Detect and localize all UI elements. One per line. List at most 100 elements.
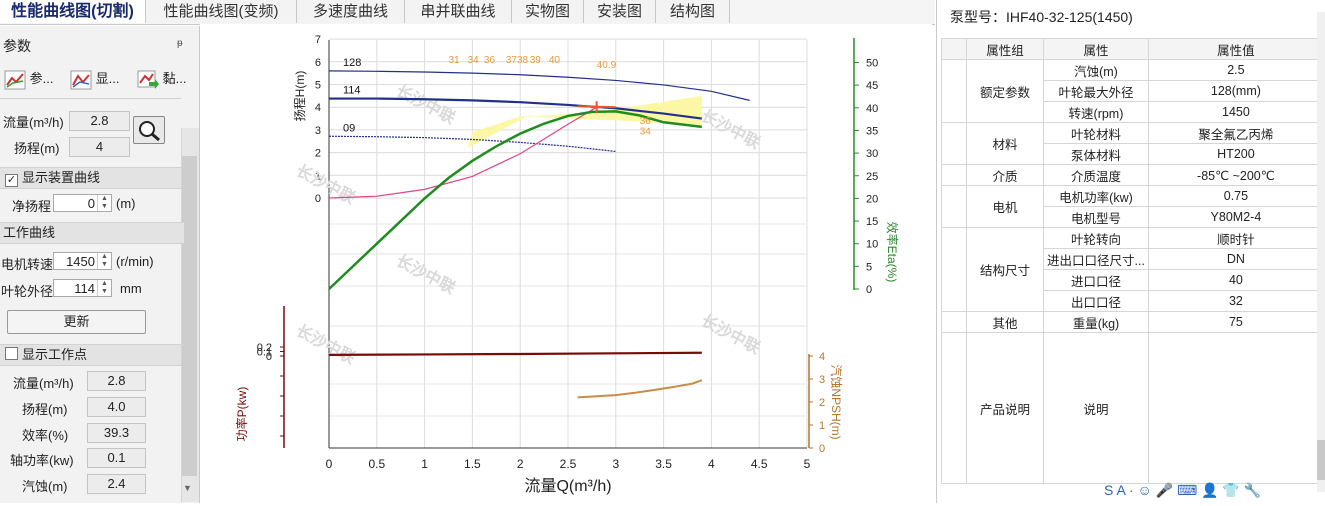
efficiency-label: 34 — [468, 55, 480, 66]
spin-arrows-icon[interactable]: ▲ ▼ — [97, 280, 111, 296]
x-axis-label: 流量Q(m³/h) — [524, 477, 611, 495]
work-point-section[interactable]: 显示工作点 — [0, 344, 181, 366]
value-cell: 聚全氟乙丙烯 — [1147, 122, 1324, 144]
chart-paste-icon — [137, 70, 159, 89]
eff-tick-label: 45 — [866, 80, 878, 92]
static-head-input[interactable]: 0 ▲ ▼ — [53, 194, 112, 212]
property-table: 属性组 属性 属性值 额定参数 汽蚀(m) 2.5 叶轮最大外径 128(mm) 转速(rpm)… — [941, 38, 1324, 484]
work-point-label: 显示工作点 — [22, 347, 88, 362]
watermark-text: 长沙中联 — [393, 81, 458, 128]
npsh-tick-label: 2 — [819, 397, 825, 409]
table-row[interactable]: 进出口口径尺寸... DN — [942, 248, 1324, 270]
wp-npsh-value: 2.4 — [87, 474, 146, 494]
value-cell: 75 — [1147, 311, 1324, 333]
tab-structure[interactable]: 结构图 — [656, 0, 730, 23]
row-blank — [941, 311, 967, 333]
prop-cell: 重量(kg) — [1043, 311, 1149, 333]
table-row[interactable]: 介质 介质温度 -85℃ ~200℃ — [941, 164, 1324, 186]
divider — [0, 98, 181, 99]
x-tick-label: 0.5 — [368, 457, 385, 471]
eff-tick-label: 20 — [866, 193, 878, 205]
table-row[interactable]: 电机 电机功率(kw) 0.75 — [941, 185, 1324, 228]
efficiency-label: 3738 — [506, 55, 529, 66]
head-curve-label: 114 — [343, 85, 361, 97]
right-scrollbar-thumb[interactable] — [1317, 440, 1325, 480]
scroll-down-icon[interactable]: ▼ — [183, 483, 192, 493]
efficiency-label: 36 — [484, 55, 496, 66]
header-group: 属性组 — [966, 38, 1044, 60]
pump-type-title: 泵型号：IHF40-32-125(1450) — [950, 9, 1133, 25]
prop-cell: 转速(rpm) — [1043, 101, 1149, 123]
value-cell — [1147, 332, 1324, 484]
tab-curve-cut[interactable]: 性能曲线图(切割) — [0, 0, 146, 23]
table-row[interactable]: 结构尺寸 叶轮转向 顺时针 — [941, 227, 1324, 312]
property-panel: 泵型号：IHF40-32-125(1450) 属性组 属性 属性值 额定参数 汽蚀(m)… — [936, 0, 1325, 503]
tool-param-button[interactable]: 参... — [4, 68, 53, 94]
prop-cell: 叶轮最大外径 — [1043, 80, 1149, 102]
tab-photo[interactable]: 实物图 — [512, 0, 584, 23]
value-cell: 1450 — [1147, 101, 1324, 123]
right-scrollbar[interactable] — [1317, 12, 1325, 492]
value-cell: 128(mm) — [1147, 80, 1324, 102]
tab-bar: 性能曲线图(切割) 性能曲线图(变频) 多速度曲线 串并联曲线 实物图 安装图 … — [0, 0, 935, 25]
table-row[interactable]: 其他 重量(kg) 75 — [941, 311, 1324, 333]
eff-tick-label: 15 — [866, 216, 878, 228]
prop-cell: 汽蚀(m) — [1043, 59, 1149, 81]
table-row[interactable]: 电机型号 Y80M2-4 — [942, 206, 1324, 228]
high-efficiency-zone — [467, 95, 702, 149]
tab-curve-vfd[interactable]: 性能曲线图(变频) — [146, 0, 297, 23]
header-value: 属性值 — [1147, 38, 1324, 60]
table-row[interactable]: 产品说明 说明 — [941, 332, 1324, 484]
ime-toolbar[interactable]: S A · ☺ 🎤 ⌨ 👤 👕 🔧 — [1104, 482, 1262, 498]
value-cell: 0.75 — [1147, 185, 1324, 207]
update-button[interactable]: 更新 — [7, 310, 146, 334]
spin-arrows-icon[interactable]: ▲ ▼ — [97, 253, 111, 269]
panel-scrollbar-thumb[interactable] — [182, 156, 197, 476]
static-head-unit: (m) — [116, 196, 136, 211]
speed-unit: (r/min) — [116, 254, 154, 269]
performance-chart[interactable]: 0 0.5 1 1.5 2 2.5 3 3.5 4 4.5 501234567扬程H(m)05101… — [200, 24, 932, 503]
flow-value: 2.8 — [69, 111, 130, 131]
eff-tick-label: 25 — [866, 171, 878, 183]
work-point-checkbox[interactable] — [5, 347, 18, 360]
device-curve-section[interactable]: ✓ 显示装置曲线 — [0, 167, 181, 189]
tab-install[interactable]: 安装图 — [584, 0, 656, 23]
table-row[interactable]: 转速(rpm) 1450 — [942, 101, 1324, 123]
wp-power-label: 轴功率(kw) — [10, 453, 74, 468]
diameter-input[interactable]: 114 ▲ ▼ — [53, 279, 112, 297]
x-tick-label: 5 — [804, 457, 811, 471]
prop-cell: 泵体材料 — [1043, 143, 1149, 165]
tool-paste-button[interactable]: 黏... — [137, 68, 186, 94]
table-row[interactable]: 额定参数 汽蚀(m) 2.5 — [941, 59, 1324, 123]
table-row[interactable]: 出口口径 32 — [942, 290, 1324, 312]
speed-input[interactable]: 1450 ▲ ▼ — [53, 252, 112, 270]
magnifier-icon — [139, 121, 160, 142]
row-blank — [941, 122, 967, 165]
power-tick-label: 0 — [266, 351, 272, 363]
tool-paste-label: 黏... — [162, 71, 187, 86]
table-row[interactable]: 泵体材料 HT200 — [942, 143, 1324, 165]
head-label: 扬程(m) — [14, 141, 60, 156]
diameter-unit: mm — [120, 281, 142, 296]
table-row[interactable]: 材料 叶轮材料 聚全氟乙丙烯 — [941, 122, 1324, 165]
tab-multi-speed[interactable]: 多速度曲线 — [297, 0, 405, 23]
param-panel: 参数 ᵽ 参... 显... 黏... ▼ 流量(m³/h) 2.8 扬程(m)… — [0, 26, 200, 503]
tab-series-parallel[interactable]: 串并联曲线 — [405, 0, 512, 23]
pin-icon[interactable]: ᵽ — [177, 38, 183, 49]
device-curve-label: 显示装置曲线 — [22, 170, 101, 185]
prop-cell: 叶轮转向 — [1043, 227, 1149, 249]
npsh-curve — [577, 379, 703, 399]
tool-param-label: 参... — [29, 71, 54, 86]
device-curve-checkbox[interactable]: ✓ — [5, 174, 18, 187]
value-cell: DN — [1147, 248, 1324, 270]
watermark-text: 长沙中联 — [393, 251, 458, 298]
tool-display-button[interactable]: 显... — [70, 68, 119, 94]
prop-cell: 电机型号 — [1043, 206, 1149, 228]
value-cell: 顺时针 — [1147, 227, 1324, 249]
x-tick-label: 4.5 — [751, 457, 768, 471]
eff-tick-label: 5 — [866, 261, 872, 273]
search-curve-button[interactable] — [133, 116, 165, 144]
spin-arrows-icon[interactable]: ▲ ▼ — [97, 195, 111, 211]
table-row[interactable]: 叶轮最大外径 128(mm) — [942, 80, 1324, 102]
performance-chart-area: 0 0.5 1 1.5 2 2.5 3 3.5 4 4.5 5 0 1 2 3 4 5 6 7 扬程H(m) 0 5 10 1… — [200, 24, 932, 503]
